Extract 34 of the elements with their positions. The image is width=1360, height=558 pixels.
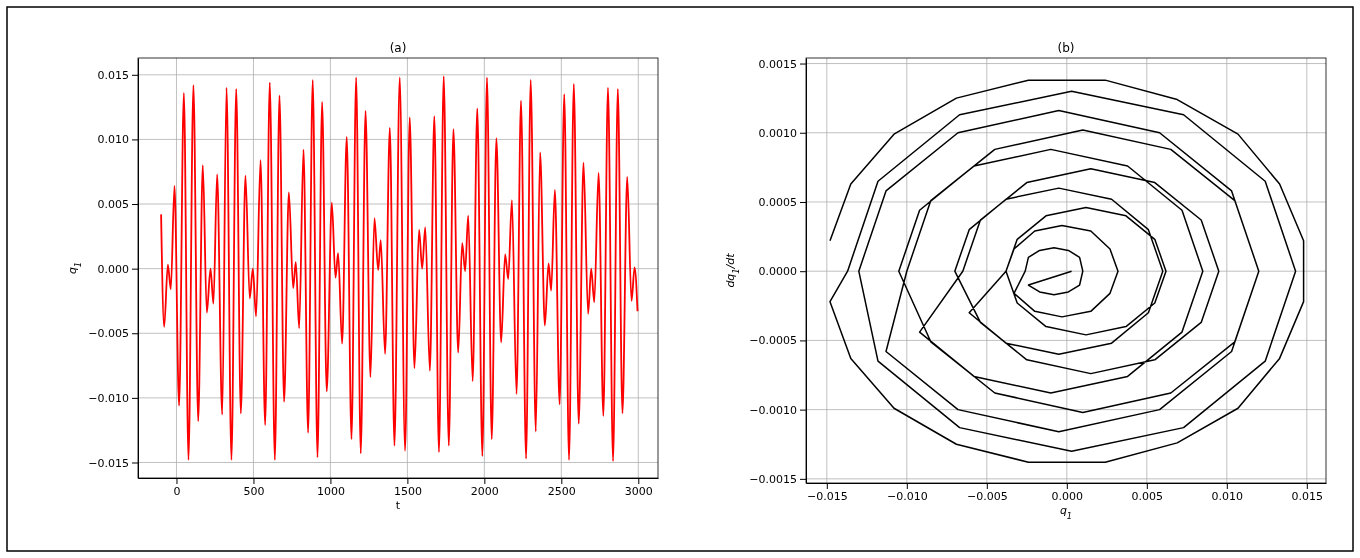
line-series <box>160 75 639 463</box>
y-tick-label: 0.010 <box>97 133 129 147</box>
x-tick-label: 0.015 <box>1291 489 1324 503</box>
x-tick-label: 1500 <box>393 484 422 498</box>
x-tick-label: −0.010 <box>886 489 928 503</box>
chart-title: (a) <box>389 41 407 55</box>
y-tick-label: −0.0010 <box>749 403 797 417</box>
x-tick-label: 0.005 <box>1131 489 1164 503</box>
y-tick-label: 0.000 <box>97 262 129 276</box>
line-series <box>829 79 1305 463</box>
y-tick-label: 0.015 <box>97 68 129 82</box>
x-tick-label: 500 <box>243 484 265 498</box>
y-tick-label: 0.0000 <box>758 265 797 279</box>
x-tick-label: 3000 <box>624 484 653 498</box>
x-tick-label: 0 <box>173 484 181 498</box>
x-tick-label: 1000 <box>316 484 345 498</box>
x-tick-label: 0.010 <box>1211 489 1244 503</box>
y-tick-label: 0.0005 <box>758 195 797 209</box>
y-tick-label: −0.015 <box>88 456 129 470</box>
x-tick-label: 2500 <box>547 484 576 498</box>
y-tick-label: 0.0010 <box>758 126 797 140</box>
y-tick-label: 0.0015 <box>758 57 797 71</box>
x-tick-label: 2000 <box>470 484 499 498</box>
y-tick-label: −0.005 <box>88 327 129 341</box>
y-tick-label: −0.0005 <box>749 334 797 348</box>
x-axis-title: t <box>395 499 401 512</box>
x-tick-label: −0.005 <box>966 489 1008 503</box>
x-tick-label: −0.015 <box>806 489 848 503</box>
x-tick-label: 0.000 <box>1051 489 1084 503</box>
y-tick-label: 0.005 <box>97 198 129 212</box>
x-axis-title: q$_{1}$ <box>1059 504 1073 521</box>
y-tick-label: −0.010 <box>88 391 129 405</box>
chart-title: (b) <box>1057 41 1075 55</box>
y-tick-label: −0.0015 <box>749 472 797 486</box>
